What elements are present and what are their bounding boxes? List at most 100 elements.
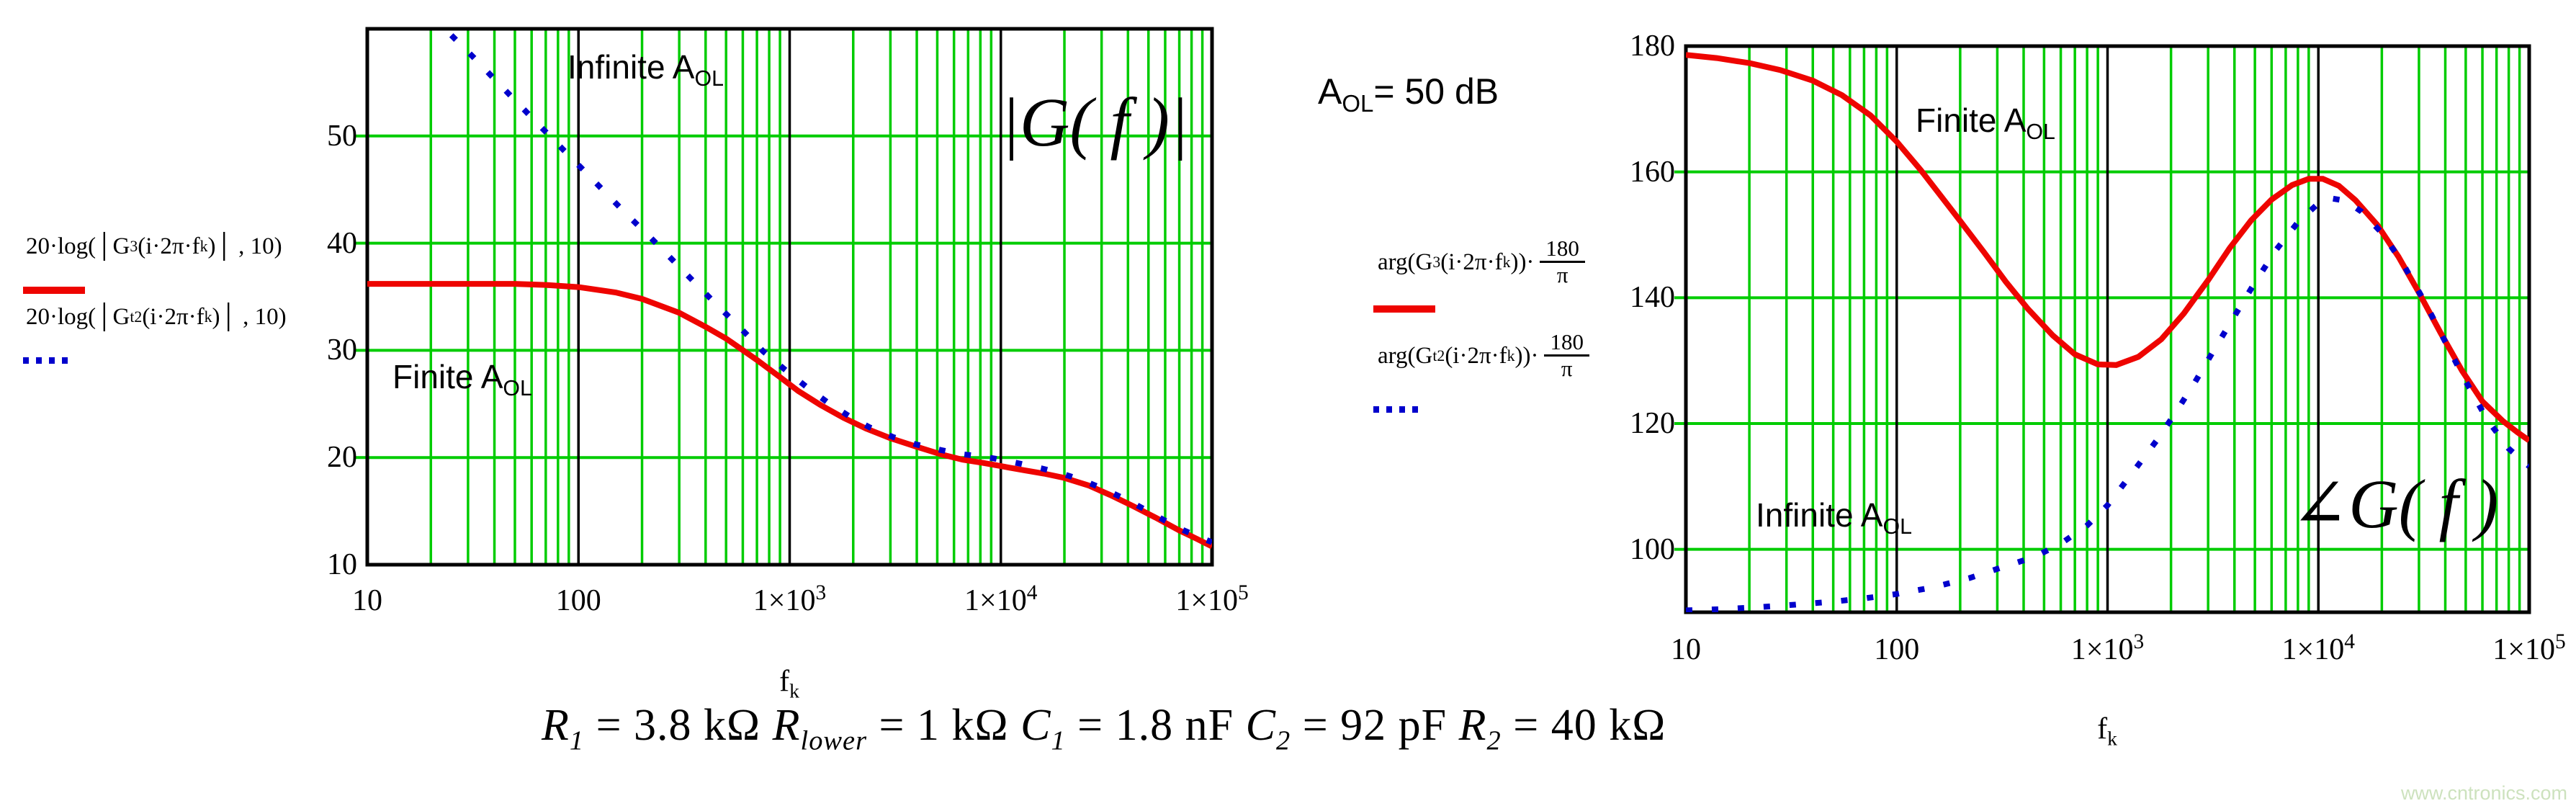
y-tick-label: 120 (1630, 407, 1675, 440)
text-segment: (i·2π·f (138, 233, 200, 259)
magnitude-x-axis-label: fk (757, 664, 822, 702)
fraction-denominator: π (1561, 356, 1573, 381)
fraction-denominator: π (1556, 262, 1569, 287)
y-tick-label: 100 (1630, 532, 1675, 566)
x-tick-label: 10 (302, 582, 432, 619)
x-tick-label: 100 (1832, 631, 1962, 668)
text-segment: R (542, 701, 570, 750)
text-segment: Infinite A (1756, 496, 1883, 534)
tick-mantissa: 1×10 (753, 584, 816, 617)
text-segment: (G (1407, 342, 1433, 369)
text-segment: OL (1342, 90, 1374, 117)
x-tick-label: 100 (513, 582, 643, 619)
text-segment: (i·2π·f (1445, 342, 1507, 369)
text-segment: ))· (1510, 248, 1535, 275)
infinite-aol-label: Infinite AOL (567, 48, 724, 90)
text-segment: = 3.8 kΩ (584, 701, 773, 750)
tick-mantissa: 1×10 (964, 584, 1027, 617)
phase-plot-title: ∠G( f ) (2290, 465, 2499, 542)
tick-mantissa: 10 (1671, 633, 1701, 666)
text-segment: f (2097, 712, 2108, 745)
fraction-180-over-pi: 180 π (1540, 236, 1585, 287)
tick-exponent: 3 (815, 581, 827, 604)
tick-mantissa: 100 (555, 584, 601, 617)
magnitude-legend-infinite-expression: 20·log (│G t2 (i·2π·f k)│ , 10) (26, 304, 287, 330)
text-segment: (i·2π·f (142, 304, 205, 330)
y-tick-label: 160 (1630, 155, 1675, 189)
text-segment: OL (1882, 515, 1912, 539)
magnitude-legend-finite-expression: 20·log (│G 3 (i·2π·f k)│ , 10) (26, 233, 282, 259)
magnitude-plot-title: |G( f )| (1000, 84, 1189, 161)
text-segment: 1 (569, 725, 585, 756)
text-segment: = 1.8 nF (1065, 701, 1246, 750)
trace-infinite-AOL-gain-dB (449, 33, 1212, 545)
y-tick-label: 30 (327, 333, 357, 367)
tick-mantissa: 1×10 (1175, 584, 1238, 617)
fraction-180-over-pi: 180 π (1544, 330, 1589, 381)
x-tick-label: 1×104 (936, 582, 1066, 619)
text-segment: (│G (88, 233, 130, 259)
tick-mantissa: 1×10 (2492, 633, 2555, 666)
text-segment: = 92 pF (1291, 701, 1459, 750)
plot-border (365, 27, 1214, 567)
y-tick-label: 10 (327, 548, 357, 581)
tick-exponent: 5 (2554, 630, 2566, 653)
text-segment: Infinite A (567, 48, 695, 86)
text-segment: OL (694, 67, 724, 91)
text-segment: = 50 dB (1373, 71, 1499, 112)
text-segment: ))· (1514, 342, 1539, 369)
fraction-numerator: 180 (1544, 330, 1589, 357)
component-values-formula: R1 = 3.8 kΩ Rlower = 1 kΩ C1 = 1.8 nF C2… (542, 700, 1666, 755)
fraction-numerator: 180 (1540, 236, 1585, 263)
text-segment: (i·2π·f (1440, 248, 1503, 275)
tick-exponent: 5 (1237, 581, 1249, 604)
text-segment: k (2107, 727, 2117, 750)
text-segment: OL (503, 377, 532, 401)
y-tick-label: 50 (327, 119, 357, 153)
text-segment: Finite A (392, 358, 503, 395)
watermark: www.cntronics.com (2400, 782, 2567, 804)
text-segment: 2 (1275, 725, 1291, 756)
text-segment: f (779, 665, 790, 698)
text-segment: = 1 kΩ (867, 701, 1021, 750)
text-segment: arg (1378, 248, 1408, 275)
text-segment: Finite A (1916, 102, 2027, 139)
y-tick-label: 180 (1630, 30, 1675, 63)
y-tick-label: 20 (327, 441, 357, 475)
x-tick-label: 1×105 (2464, 631, 2576, 668)
text-segment: 2 (1486, 725, 1502, 756)
text-segment: )│ , 10) (207, 233, 282, 259)
red-solid-line-sample (1373, 305, 1435, 313)
text-segment: = 40 kΩ (1501, 701, 1666, 750)
tick-exponent: 4 (1026, 581, 1038, 604)
tick-exponent: 3 (2133, 630, 2145, 653)
x-tick-label: 1×103 (2043, 631, 2173, 668)
tick-mantissa: 10 (352, 584, 382, 617)
text-segment: arg (1378, 342, 1408, 369)
text-segment: (│G (88, 304, 130, 330)
text-segment: C (1245, 701, 1276, 750)
tick-mantissa: 1×10 (2070, 633, 2134, 666)
text-segment: (G (1407, 248, 1433, 275)
text-segment: 20·log (26, 233, 89, 259)
tick-mantissa: 1×10 (2281, 633, 2345, 666)
phase-x-axis-label: fk (2075, 712, 2140, 750)
x-tick-label: 1×105 (1147, 582, 1277, 619)
text-segment: OL (2026, 120, 2055, 145)
phase-legend-finite-expression: arg (G 3 (i·2π·f k))· 180 π (1378, 236, 1585, 287)
plot-border (1684, 44, 2531, 614)
finite-aol-label: Finite AOL (392, 357, 532, 400)
text-segment: R (772, 701, 801, 750)
phase-legend-infinite-expression: arg (G t2 (i·2π·f k))· 180 π (1378, 330, 1589, 381)
text-segment: 1 (1051, 725, 1066, 756)
text-segment: A (1318, 71, 1342, 112)
y-tick-label: 140 (1630, 281, 1675, 315)
infinite-aol-label: Infinite AOL (1756, 496, 1912, 538)
blue-dotted-line-sample (23, 357, 69, 364)
trace-finite-AOL-phase-deg (1686, 52, 2529, 443)
red-solid-line-sample (23, 287, 85, 294)
x-tick-label: 1×104 (2253, 631, 2383, 668)
text-segment: C (1020, 701, 1051, 750)
